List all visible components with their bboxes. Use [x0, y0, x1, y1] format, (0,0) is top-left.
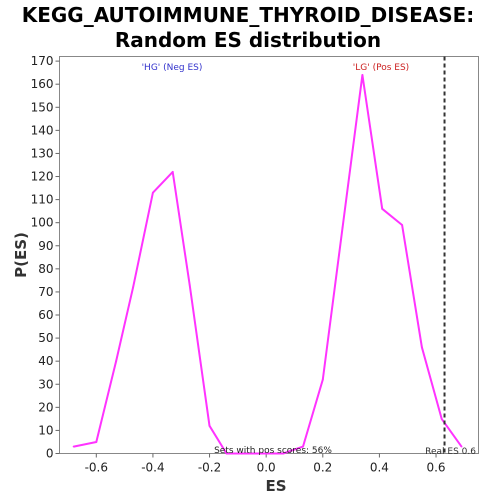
data-point — [361, 74, 364, 76]
x-axis: -0.6 -0.4 -0.2 0.0 0.2 0.4 0.6 — [85, 453, 446, 475]
y-tick-label: 10 — [38, 423, 53, 437]
y-tick-label: 80 — [38, 262, 53, 276]
x-tick-label: 0.6 — [426, 461, 445, 475]
y-tick-label: 130 — [31, 146, 54, 160]
y-axis-label: P(ES) — [12, 232, 30, 278]
x-tick-label: 0.4 — [370, 461, 389, 475]
y-tick-label: 0 — [46, 447, 54, 461]
data-point — [132, 286, 135, 289]
x-tick-label: -0.4 — [141, 461, 164, 475]
y-tick-label: 170 — [31, 54, 54, 68]
data-point — [72, 445, 75, 448]
data-point — [225, 452, 228, 455]
data-point — [152, 191, 154, 194]
y-axis: 0 10 20 30 40 50 60 70 80 90 100 110 120 130 140 150 160… — [31, 54, 60, 461]
data-point — [208, 424, 211, 427]
data-point — [188, 284, 191, 286]
annotation-pos-score-sets: Sets with pos scores: 56% — [214, 446, 332, 456]
x-tick-label: 0.2 — [313, 461, 332, 475]
data-point — [341, 226, 344, 229]
real-es-label: Real ES 0.6 — [425, 447, 476, 457]
data-point — [115, 360, 118, 363]
plot-area — [59, 56, 479, 454]
y-tick-label: 30 — [38, 377, 53, 391]
chart-title-line-2: Random ES distribution — [115, 28, 381, 52]
y-tick-label: 50 — [38, 331, 53, 345]
y-tick-label: 40 — [38, 354, 53, 368]
data-point — [302, 445, 304, 448]
data-point — [242, 452, 245, 455]
data-point — [381, 207, 384, 210]
chart-title-line-1: KEGG_AUTOIMMUNE_THYROID_DISEASE: — [22, 3, 475, 27]
x-tick-label: -0.2 — [198, 461, 221, 475]
y-tick-label: 60 — [38, 308, 53, 322]
data-point — [95, 441, 98, 443]
y-tick-label: 110 — [31, 193, 54, 207]
series-layer — [72, 74, 463, 455]
data-point — [420, 346, 423, 349]
data-point — [440, 417, 443, 420]
data-point — [460, 445, 463, 448]
data-point — [171, 171, 174, 173]
annotation-neg-es: 'HG' (Neg ES) — [142, 63, 203, 73]
y-tick-label: 160 — [31, 77, 54, 91]
x-tick-label: 0.0 — [257, 461, 276, 475]
y-tick-label: 100 — [31, 216, 54, 230]
data-point — [401, 224, 403, 226]
y-tick-label: 150 — [31, 100, 54, 114]
x-tick-label: -0.6 — [85, 461, 108, 475]
y-tick-label: 90 — [38, 239, 53, 253]
y-tick-label: 120 — [31, 170, 54, 184]
y-tick-label: 140 — [31, 123, 54, 137]
data-point — [321, 378, 324, 381]
y-tick-label: 70 — [38, 285, 53, 299]
y-tick-label: 20 — [38, 400, 53, 414]
data-point — [262, 452, 265, 455]
annotation-pos-es: 'LG' (Pos ES) — [353, 63, 409, 73]
data-point — [282, 452, 285, 455]
x-axis-label: ES — [265, 477, 286, 495]
